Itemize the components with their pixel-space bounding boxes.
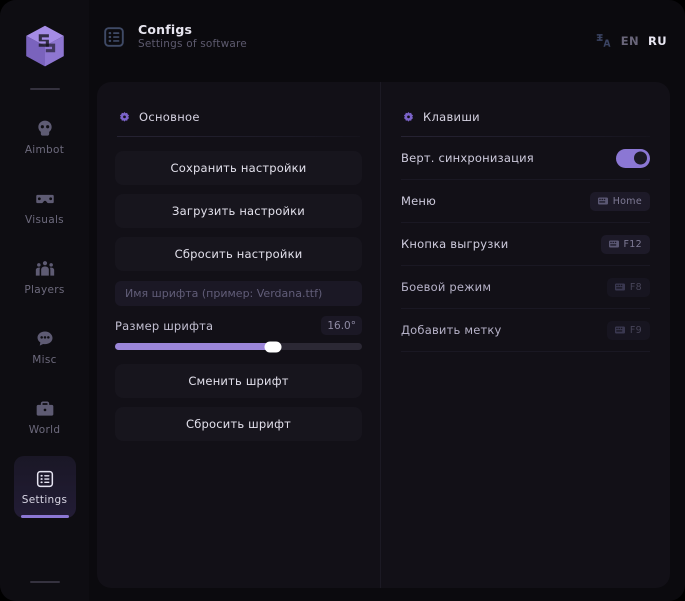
font-size-label: Размер шрифта — [115, 318, 214, 333]
row-label: Верт. синхронизация — [401, 151, 534, 165]
font-name-field-wrap — [97, 271, 380, 306]
section-rule — [117, 136, 360, 137]
sidebar-item-label: Visuals — [25, 213, 64, 226]
row-label: Добавить метку — [401, 323, 502, 337]
keybind-add-marker[interactable]: F9 — [606, 320, 650, 340]
briefcase-icon — [35, 399, 55, 419]
reset-settings-button[interactable]: Сбросить настройки — [115, 237, 362, 271]
sidebar-item-aimbot[interactable]: Aimbot — [14, 106, 76, 168]
sidebar-divider-bottom — [29, 581, 60, 583]
sidebar-divider-top — [29, 88, 60, 90]
panel-general: Основное Сохранить настройки Загрузить н… — [97, 82, 380, 588]
sidebar-nav: Aimbot Visuals — [0, 98, 89, 518]
change-font-button[interactable]: Сменить шрифт — [115, 364, 362, 398]
gear-icon — [119, 111, 130, 123]
translate-icon — [595, 32, 612, 49]
content-area: Основное Сохранить настройки Загрузить н… — [97, 82, 670, 588]
section-header-keys: Клавиши — [381, 82, 670, 124]
row-unload-key: Кнопка выгрузки F12 — [401, 223, 650, 266]
lang-option-ru[interactable]: RU — [648, 33, 667, 48]
keyboard-icon — [614, 283, 625, 291]
font-size-slider[interactable] — [115, 341, 362, 352]
players-icon — [35, 259, 55, 279]
slider-fill — [115, 343, 274, 350]
toggle-knob — [634, 151, 647, 165]
row-combat-mode-key: Боевой режим F8 — [401, 266, 650, 309]
row-vertical-sync: Верт. синхронизация — [401, 137, 650, 180]
save-settings-button[interactable]: Сохранить настройки — [115, 151, 362, 185]
load-settings-button[interactable]: Загрузить настройки — [115, 194, 362, 228]
keybind-value: F8 — [629, 281, 642, 293]
panel-keys: Клавиши Верт. синхронизация Меню — [380, 82, 670, 588]
keybind-unload[interactable]: F12 — [600, 234, 650, 254]
row-add-marker-key: Добавить метку F9 — [401, 309, 650, 352]
general-button-list: Сохранить настройки Загрузить настройки … — [97, 137, 380, 271]
page-title: Configs — [138, 22, 193, 37]
header: Configs Settings of software EN RU — [89, 0, 685, 80]
slider-thumb[interactable] — [264, 341, 282, 352]
section-header-general: Основное — [97, 82, 380, 124]
language-switcher: EN RU — [595, 32, 667, 49]
section-title: Основное — [139, 110, 200, 124]
sidebar-item-world[interactable]: World — [14, 386, 76, 448]
sidebar-item-label: Misc — [32, 353, 57, 366]
sidebar-item-visuals[interactable]: Visuals — [14, 176, 76, 238]
list-icon — [102, 25, 126, 49]
keybind-value: F12 — [623, 238, 642, 250]
list-icon — [35, 469, 55, 489]
sidebar-item-label: World — [28, 423, 61, 436]
sidebar-item-players[interactable]: Players — [14, 246, 76, 308]
font-button-list: Сменить шрифт Сбросить шрифт — [97, 350, 380, 441]
sidebar-item-label: Aimbot — [24, 143, 65, 156]
keybind-menu[interactable]: Home — [589, 191, 650, 211]
header-title-group: Configs Settings of software — [102, 22, 247, 51]
font-size-slider-block: Размер шрифта 16.0° — [97, 306, 380, 352]
chat-icon — [35, 329, 55, 349]
sidebar-item-label: Settings — [21, 493, 68, 506]
font-name-input[interactable] — [115, 281, 362, 306]
sidebar: Aimbot Visuals — [0, 0, 89, 601]
row-label: Боевой режим — [401, 280, 492, 294]
page-subtitle: Settings of software — [138, 38, 247, 50]
keybind-value: Home — [612, 195, 642, 207]
gear-icon — [403, 111, 414, 123]
skull-icon — [35, 119, 55, 139]
keyboard-icon — [614, 326, 625, 334]
keybind-value: F9 — [629, 324, 642, 336]
font-size-value: 16.0° — [321, 316, 362, 335]
section-rule — [401, 136, 650, 137]
row-menu-key: Меню Home — [401, 180, 650, 223]
row-label: Меню — [401, 194, 436, 208]
keyboard-icon — [608, 240, 619, 248]
goggles-icon — [35, 189, 55, 209]
keyboard-icon — [597, 197, 608, 205]
section-title: Клавиши — [423, 110, 480, 124]
sidebar-item-misc[interactable]: Misc — [14, 316, 76, 378]
row-label: Кнопка выгрузки — [401, 237, 509, 251]
keybind-combat-mode[interactable]: F8 — [606, 277, 650, 297]
lang-option-en[interactable]: EN — [620, 33, 639, 48]
vertical-sync-toggle[interactable] — [616, 148, 650, 168]
reset-font-button[interactable]: Сбросить шрифт — [115, 407, 362, 441]
sidebar-item-label: Players — [24, 283, 65, 296]
sg-cube-logo[interactable] — [17, 18, 73, 74]
sidebar-item-settings[interactable]: Settings — [13, 456, 76, 518]
